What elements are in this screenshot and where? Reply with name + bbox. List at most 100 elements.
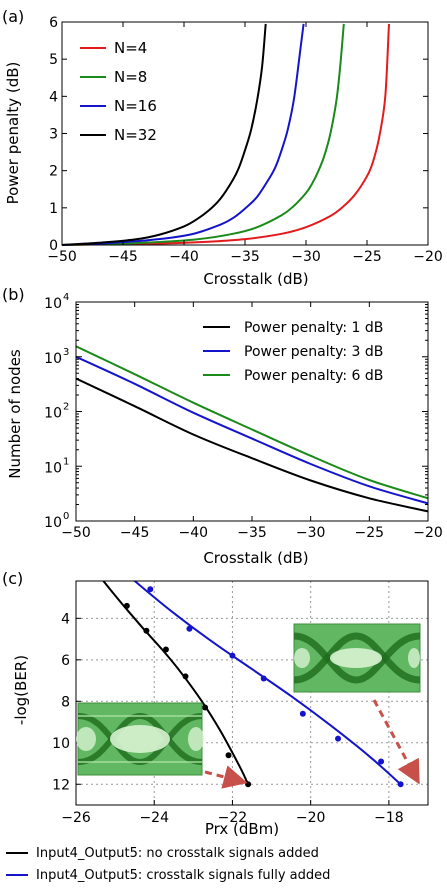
data-point: [260, 675, 267, 682]
arrow-left: [204, 765, 248, 789]
legend-swatch: [6, 874, 28, 876]
y-tick-label: 10: [44, 515, 62, 531]
x-tick-label: −30: [296, 525, 326, 541]
legend-item: Input4_Output5: crosstalk signals fully …: [0, 864, 447, 886]
fit-line: [102, 580, 250, 785]
series-line: [75, 355, 429, 505]
panel-a-ticks: −50 −45 −40 −35 −30 −25 −20 0 1 2 3 4 5 6: [47, 15, 443, 265]
legend-label: Power penalty: 6 dB: [244, 368, 383, 384]
x-tick-label: −40: [179, 525, 209, 541]
panel-c-legend: Input4_Output5: no crosstalk signals add…: [0, 842, 447, 886]
x-tick-label: −35: [237, 525, 267, 541]
panel-a: (a) Power penalty (dB) Crosstalk (dB) −5…: [2, 7, 443, 288]
series-line: [61, 23, 305, 246]
y-tick-label: 10: [44, 406, 62, 422]
legend-swatch: [6, 852, 28, 854]
panel-c: (c) -log(BER) Prx (dBm) −26 −24 −22 −20 −18 4…: [2, 569, 429, 838]
data-point: [299, 710, 306, 717]
x-tick-label: −50: [61, 525, 91, 541]
data-point: [123, 602, 130, 609]
data-point: [378, 758, 385, 765]
x-tick-label: −25: [352, 249, 382, 265]
panel-b-label: (b): [2, 285, 25, 304]
x-tick-label: −35: [230, 249, 260, 265]
panel-b-legend: Power penalty: 1 dB Power penalty: 3 dB Po…: [203, 320, 383, 384]
data-point: [245, 781, 252, 788]
x-tick-label: −25: [355, 525, 385, 541]
panel-a-series: [61, 23, 390, 246]
series-line: [61, 23, 267, 246]
y-tick-exponent: 1: [63, 456, 69, 467]
y-tick-exponent: 0: [63, 511, 69, 522]
legend-label: N=16: [114, 97, 157, 115]
x-tick-label: −20: [413, 249, 443, 265]
panel-c-ylabel: -log(BER): [12, 655, 30, 725]
data-point: [335, 735, 342, 742]
y-tick-label: 12: [52, 777, 70, 793]
x-tick-label: −20: [296, 810, 326, 826]
y-tick-label: 4: [61, 611, 70, 627]
panel-b-frame: [75, 301, 429, 522]
x-tick-label: −20: [413, 525, 443, 541]
panel-b-ylabel: Number of nodes: [6, 349, 24, 479]
y-tick-label: 10: [52, 736, 70, 752]
data-point: [182, 673, 189, 680]
legend-label: Input4_Output5: no crosstalk signals add…: [36, 845, 319, 861]
eye-diagram-right: [293, 623, 421, 693]
x-tick-label: −45: [108, 249, 138, 265]
panel-b-series: [75, 345, 429, 513]
x-tick-label: −24: [139, 810, 169, 826]
series-line: [75, 377, 429, 513]
x-tick-label: −22: [218, 810, 248, 826]
y-tick-label: 3: [49, 127, 58, 143]
data-point: [162, 646, 169, 653]
panel-a-legend: N=4 N=8 N=16 N=32: [80, 39, 157, 144]
legend-label: N=4: [114, 39, 147, 57]
fit-line: [134, 580, 402, 786]
x-tick-label: −40: [169, 249, 199, 265]
y-tick-label: 1: [49, 201, 58, 217]
panel-a-xlabel: Crosstalk (dB): [203, 270, 308, 288]
x-tick-label: −18: [374, 810, 404, 826]
arrow-right: [372, 699, 420, 785]
series-line: [61, 23, 345, 246]
y-tick-exponent: 2: [63, 402, 69, 413]
data-point: [229, 652, 236, 659]
data-point: [143, 627, 150, 634]
series-line: [75, 345, 429, 500]
panel-c-label: (c): [2, 569, 23, 588]
y-tick-label: 6: [61, 653, 70, 669]
legend-label: N=8: [114, 68, 147, 86]
panel-b: (b) Number of nodes Crosstalk (dB) −50 −4…: [2, 285, 443, 567]
y-tick-label: 8: [61, 694, 70, 710]
y-tick-label: 4: [49, 89, 58, 105]
data-point: [225, 752, 232, 759]
data-point: [147, 586, 154, 593]
panel-a-label: (a): [2, 7, 24, 26]
x-tick-label: −50: [47, 249, 77, 265]
panel-c-ticks: −26 −24 −22 −20 −18 4 6 8 10 12: [52, 611, 403, 826]
x-tick-label: −45: [120, 525, 150, 541]
panel-b-xlabel: Crosstalk (dB): [203, 549, 308, 567]
y-tick-exponent: 3: [63, 347, 69, 358]
series-line: [61, 23, 390, 246]
y-tick-label: 10: [44, 460, 62, 476]
data-point: [186, 625, 193, 632]
x-tick-label: −30: [291, 249, 321, 265]
panel-c-frame: [75, 580, 429, 806]
data-point: [202, 704, 209, 711]
x-tick-label: −26: [61, 810, 91, 826]
y-tick-label: 10: [44, 296, 62, 312]
eye-diagram-left: [76, 702, 204, 776]
legend-label: Input4_Output5: crosstalk signals fully …: [36, 867, 331, 883]
legend-label: N=32: [114, 126, 157, 144]
data-point: [397, 781, 404, 788]
y-tick-exponent: 4: [63, 292, 69, 303]
legend-label: Power penalty: 1 dB: [244, 320, 383, 336]
panel-a-ylabel: Power penalty (dB): [4, 62, 22, 205]
y-tick-label: 0: [49, 238, 58, 254]
y-tick-label: 6: [49, 15, 58, 31]
y-tick-label: 2: [49, 164, 58, 180]
panel-a-frame: [61, 21, 429, 246]
